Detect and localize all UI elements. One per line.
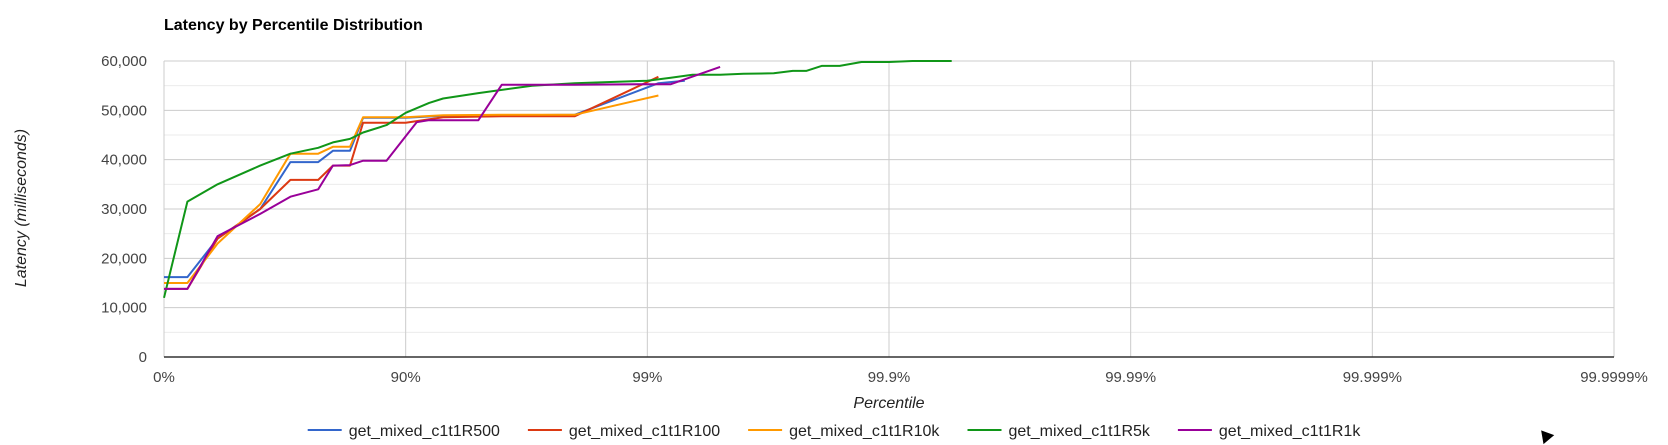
legend-item: get_mixed_c1t1R5k xyxy=(967,423,1151,440)
series-lines xyxy=(163,60,952,299)
x-tick-label: 99.9% xyxy=(868,369,911,386)
y-tick-label: 30,000 xyxy=(101,201,147,218)
x-tick-label: 99% xyxy=(632,369,662,386)
y-tick-label: 40,000 xyxy=(101,152,147,169)
legend-label: get_mixed_c1t1R100 xyxy=(569,423,720,440)
x-tick-label: 0% xyxy=(153,369,175,386)
series-line-get_mixed_c1t1R1k xyxy=(164,65,721,290)
legend-item: get_mixed_c1t1R10k xyxy=(748,423,940,440)
legend-item: get_mixed_c1t1R500 xyxy=(307,423,500,440)
y-tick-label: 20,000 xyxy=(101,250,147,267)
y-axis-title: Latency (milliseconds) xyxy=(13,129,30,287)
legend-item: get_mixed_c1t1R100 xyxy=(527,423,720,440)
x-axis-tick-labels: 0% 90% 99% 99.9% 99.99% 99.999% 99.9999% xyxy=(153,369,1648,386)
series-line-get_mixed_c1t1R5k xyxy=(163,60,952,299)
x-tick-label: 99.9999% xyxy=(1580,369,1648,386)
x-axis-title: Percentile xyxy=(853,395,924,412)
series-line-get_mixed_c1t1R100 xyxy=(164,75,659,290)
y-axis-tick-labels: 0 10,000 20,000 30,000 40,000 50,000 60,000 xyxy=(101,53,147,366)
x-tick-label: 90% xyxy=(391,369,421,386)
x-tick-label: 99.999% xyxy=(1343,369,1402,386)
x-tick-label: 99.99% xyxy=(1105,369,1156,386)
y-tick-label: 60,000 xyxy=(101,53,147,70)
legend-label: get_mixed_c1t1R10k xyxy=(789,423,940,440)
series-line-get_mixed_c1t1R10k xyxy=(164,94,659,284)
legend-item: get_mixed_c1t1R1k xyxy=(1177,423,1361,440)
y-tick-label: 0 xyxy=(139,349,147,366)
major-gridlines xyxy=(163,60,1615,357)
legend-label: get_mixed_c1t1R1k xyxy=(1219,423,1361,440)
y-tick-label: 10,000 xyxy=(101,300,147,317)
chart-title: Latency by Percentile Distribution xyxy=(164,17,423,34)
legend-label: get_mixed_c1t1R5k xyxy=(1009,423,1151,440)
chart-legend: get_mixed_c1t1R500 get_mixed_c1t1R100 get_… xyxy=(307,423,1361,440)
legend-label: get_mixed_c1t1R500 xyxy=(349,423,500,440)
y-tick-label: 50,000 xyxy=(101,102,147,119)
